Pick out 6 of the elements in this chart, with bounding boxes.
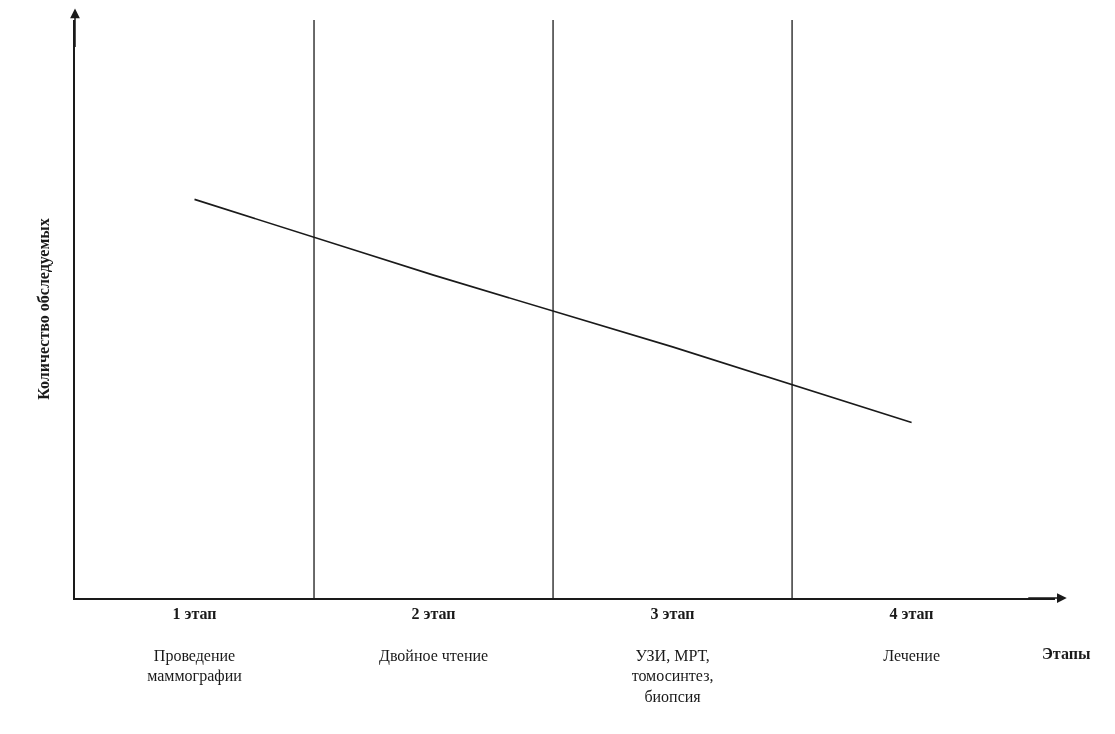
category-label: 4 этап Лечение	[883, 604, 940, 664]
x-axis-title: Этапы	[1042, 645, 1091, 662]
category-label: 1 этап Проведение маммографии	[147, 604, 242, 685]
category-label: 2 этап Двойное чтение	[378, 604, 489, 664]
category-label: 3 этап УЗИ, МРТ, томосинтез, биопсия	[631, 604, 714, 706]
y-axis-title: Количество обследуемых	[34, 218, 53, 400]
